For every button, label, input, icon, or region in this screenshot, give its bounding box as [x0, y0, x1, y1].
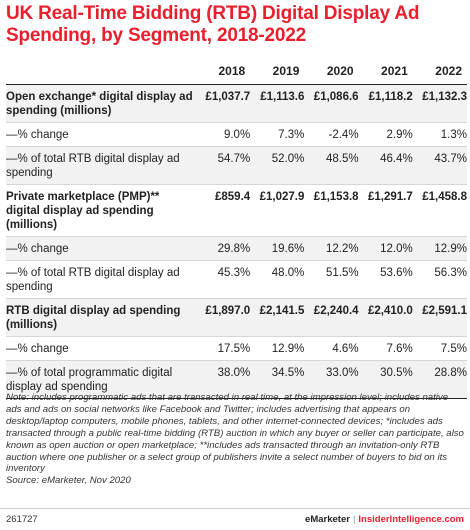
emarketer-logo: eMarketer [305, 514, 350, 525]
table-row: —% change 29.8% 19.6% 12.2% 12.0% 12.9% [6, 236, 467, 261]
table-cell: 28.8% [412, 360, 467, 399]
chart-title: UK Real-Time Bidding (RTB) Digital Displ… [6, 3, 420, 46]
data-table: 2018 2019 2020 2021 2022 Open exchange* … [6, 58, 467, 399]
table-cell: 34.5% [250, 360, 305, 399]
table-cell: £1,118.2 [358, 84, 413, 123]
table-cell: 12.0% [358, 236, 413, 261]
table-cell: 29.8% [196, 236, 251, 261]
table-cell: 56.3% [412, 260, 467, 299]
table-row: —% change 17.5% 12.9% 4.6% 7.6% 7.5% [6, 336, 467, 361]
table-cell: 52.0% [250, 146, 305, 185]
table-cell: 12.9% [412, 236, 467, 261]
year-header: 2018 [218, 64, 246, 78]
row-label: —% change [6, 336, 196, 361]
table-cell: 1.3% [412, 122, 467, 147]
table-cell: 30.5% [358, 360, 413, 399]
year-header: 2021 [381, 64, 408, 78]
table-row: RTB digital display ad spending (million… [6, 298, 467, 337]
brand-separator: | [352, 514, 356, 525]
table-cell: 38.0% [196, 360, 251, 399]
table-cell: £1,153.8 [304, 184, 359, 237]
table-cell: 12.2% [304, 236, 359, 261]
table-row: —% of total programmatic digital display… [6, 360, 467, 399]
row-label: Private marketplace (PMP)** digital disp… [6, 184, 196, 237]
table-cell: 7.5% [412, 336, 467, 361]
brand-block: eMarketer | InsiderIntelligence.com [305, 514, 464, 525]
header-label-cell [6, 58, 196, 85]
table-cell: £2,591.1 [412, 298, 467, 337]
table-row: Private marketplace (PMP)** digital disp… [6, 184, 467, 237]
table-cell: £859.4 [196, 184, 251, 237]
footnote-text: Note: includes programmatic ads that are… [6, 392, 464, 475]
header-row: 2018 2019 2020 2021 2022 [6, 58, 467, 85]
table-row: —% of total RTB digital display ad spend… [6, 146, 467, 185]
chart-id: 261727 [6, 514, 38, 525]
table-cell: £1,291.7 [358, 184, 413, 237]
row-label: —% change [6, 122, 196, 147]
table-cell: 4.6% [304, 336, 359, 361]
table-cell: 46.4% [358, 146, 413, 185]
insider-intelligence-link[interactable]: InsiderIntelligence.com [358, 514, 464, 525]
table-cell: 7.3% [250, 122, 305, 147]
table-cell: 12.9% [250, 336, 305, 361]
table-cell: £1,132.3 [412, 84, 467, 123]
table-cell: 7.6% [358, 336, 413, 361]
table-cell: 33.0% [304, 360, 359, 399]
row-label: RTB digital display ad spending (million… [6, 298, 196, 337]
table-cell: 19.6% [250, 236, 305, 261]
table-cell: -2.4% [304, 122, 359, 147]
row-label: —% change [6, 236, 196, 261]
table-cell: 48.5% [304, 146, 359, 185]
table-cell: 17.5% [196, 336, 251, 361]
table-cell: 45.3% [196, 260, 251, 299]
table-row: —% of total RTB digital display ad spend… [6, 260, 467, 299]
table-cell: 54.7% [196, 146, 251, 185]
table-cell: 53.6% [358, 260, 413, 299]
row-label: —% of total programmatic digital display… [6, 360, 196, 399]
table-cell: £1,037.7 [196, 84, 251, 123]
table-row: Open exchange* digital display ad spendi… [6, 84, 467, 123]
year-header: 2022 [435, 64, 462, 78]
table-cell: 43.7% [412, 146, 467, 185]
table-cell: £1,897.0 [196, 298, 251, 337]
footer: 261727 eMarketer | InsiderIntelligence.com [0, 508, 470, 530]
year-header: 2019 [272, 64, 300, 78]
table-cell: 51.5% [304, 260, 359, 299]
table-cell: £1,027.9 [250, 184, 305, 237]
table-cell: £1,113.6 [250, 84, 305, 123]
table-cell: £2,240.4 [304, 298, 359, 337]
row-label: Open exchange* digital display ad spendi… [6, 84, 196, 123]
year-header: 2020 [326, 64, 354, 78]
note-block: Note: includes programmatic ads that are… [6, 392, 466, 487]
table-cell: 48.0% [250, 260, 305, 299]
table-cell: £1,458.8 [412, 184, 467, 237]
source-text: Source: eMarketer, Nov 2020 [6, 475, 131, 487]
table-cell: 9.0% [196, 122, 251, 147]
table-row: —% change 9.0% 7.3% -2.4% 2.9% 1.3% [6, 122, 467, 147]
row-label: —% of total RTB digital display ad spend… [6, 260, 196, 299]
row-label: —% of total RTB digital display ad spend… [6, 146, 196, 185]
table-cell: £1,086.6 [304, 84, 359, 123]
table-cell: 2.9% [358, 122, 413, 147]
table-cell: £2,141.5 [250, 298, 305, 337]
table-cell: £2,410.0 [358, 298, 413, 337]
